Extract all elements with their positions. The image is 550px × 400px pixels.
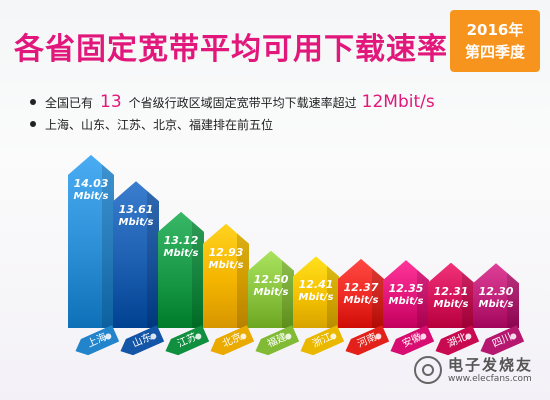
bar-value-label-8: 12.35 Mbit/s [383, 282, 429, 308]
bar-unit-10: Mbit/s [478, 299, 514, 311]
bar-unit-7: Mbit/s [343, 294, 379, 306]
category-label-1: 上海 [72, 325, 120, 359]
badge-quarter: 第四季度 [464, 43, 525, 61]
bar-value-7: 12.37 [343, 280, 379, 294]
bar-value-2: 13.61 [118, 203, 154, 217]
bar-1 [68, 154, 114, 328]
category-label-5: 福建 [252, 325, 300, 359]
watermark-title: 电子发烧友 [448, 356, 534, 374]
bar-value-label-5: 12.50 Mbit/s [248, 273, 294, 299]
bar-value-5: 12.50 [253, 272, 289, 286]
badge-year: 2016年 [466, 21, 524, 39]
bullet1-prefix: 全国已有 [45, 96, 94, 110]
bullet-row-2: 上海、山东、江苏、北京、福建排在前五位 [30, 116, 435, 140]
bullet1-speed: 12Mbit/s [361, 92, 435, 112]
category-label-3: 江苏 [162, 325, 210, 359]
bullet-row-1: 全国已有 13 个省级行政区域固定宽带平均下载速率超过 12Mbit/s [30, 92, 435, 116]
bar-unit-9: Mbit/s [433, 298, 469, 310]
bar-unit-4: Mbit/s [208, 259, 244, 271]
bar-unit-1: Mbit/s [73, 190, 109, 202]
category-tag-1: 上海 [72, 325, 120, 359]
category-tag-5: 福建 [252, 325, 300, 359]
bar-4 [203, 223, 249, 328]
category-label-4: 北京 [207, 325, 255, 359]
summary-bullets: 全国已有 13 个省级行政区域固定宽带平均下载速率超过 12Mbit/s 上海、… [30, 92, 435, 140]
watermark-url: www.elecfans.com [448, 374, 532, 384]
bar-2 [113, 181, 159, 328]
bar-value-3: 13.12 [163, 233, 199, 247]
bar-value-10: 12.30 [478, 285, 514, 299]
bar-unit-8: Mbit/s [388, 296, 424, 308]
category-tag-2: 山东 [117, 325, 165, 359]
bullet2-text: 上海、山东、江苏、北京、福建排在前五位 [45, 118, 274, 132]
bar-value-label-6: 12.41 Mbit/s [293, 278, 339, 304]
category-label-6: 浙江 [297, 325, 345, 359]
bar-value-6: 12.41 [298, 278, 334, 292]
bar-unit-5: Mbit/s [253, 286, 289, 298]
bullet1-middle: 个省级行政区域固定宽带平均下载速率超过 [128, 96, 357, 110]
bar-value-8: 12.35 [388, 282, 424, 296]
category-tag-4: 北京 [207, 325, 255, 359]
bar-unit-6: Mbit/s [298, 292, 334, 304]
bullet-dot-icon [30, 99, 36, 105]
bar-value-label-3: 13.12 Mbit/s [158, 234, 204, 260]
bar-unit-2: Mbit/s [118, 217, 154, 229]
category-label-2: 山东 [117, 325, 165, 359]
bar-value-4: 12.93 [208, 245, 244, 259]
page-title: 各省固定宽带平均可用下载速率 [14, 32, 448, 67]
bar-value-label-2: 13.61 Mbit/s [113, 203, 159, 229]
category-tag-3: 江苏 [162, 325, 210, 359]
bar-value-label-1: 14.03 Mbit/s [68, 177, 114, 203]
bar-value-label-10: 12.30 Mbit/s [473, 285, 519, 311]
watermark: 电子发烧友 www.elecfans.com [414, 352, 544, 392]
bullet-dot-icon [30, 121, 36, 127]
category-tag-7: 河南 [342, 325, 390, 359]
bar-value-label-7: 12.37 Mbit/s [338, 281, 384, 307]
bar-value-label-9: 12.31 Mbit/s [428, 285, 474, 311]
bar-unit-3: Mbit/s [163, 247, 199, 259]
bar-value-1: 14.03 [73, 176, 109, 190]
category-label-7: 河南 [342, 325, 390, 359]
bullet1-count: 13 [100, 92, 122, 112]
elecfans-logo-icon [414, 356, 442, 384]
bar-3 [158, 211, 204, 328]
category-tag-6: 浙江 [297, 325, 345, 359]
bar-value-9: 12.31 [433, 284, 469, 298]
bar-value-label-4: 12.93 Mbit/s [203, 246, 249, 272]
period-badge: 2016年 第四季度 [450, 10, 540, 72]
